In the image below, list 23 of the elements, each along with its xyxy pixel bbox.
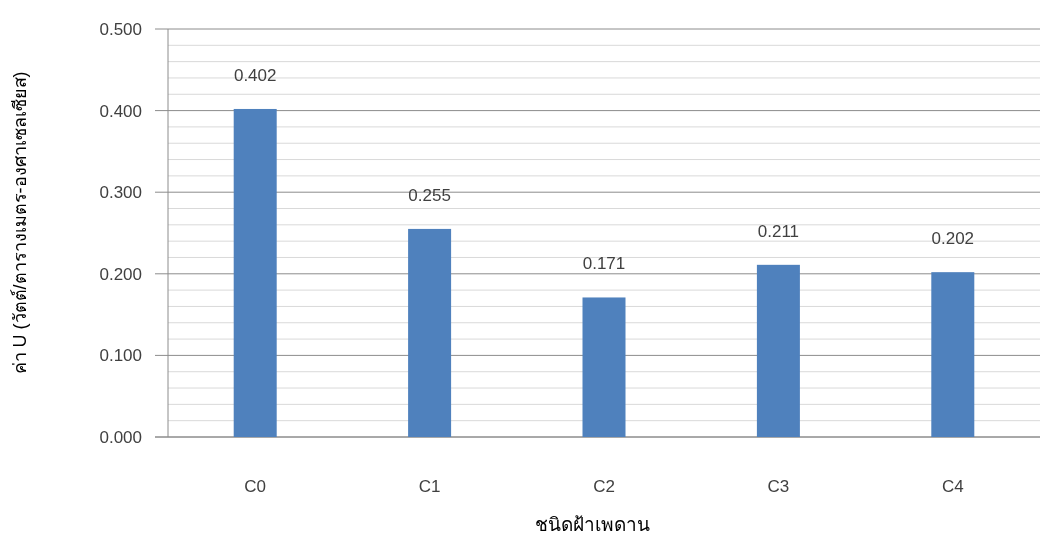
x-tick-label: C4	[941, 477, 964, 496]
bar	[233, 108, 277, 437]
y-tick-label: 0.200	[99, 264, 142, 284]
data-label: 0.211	[757, 221, 800, 241]
bar	[931, 272, 975, 437]
x-tick-label: C1	[418, 477, 441, 496]
data-label: 0.402	[233, 65, 277, 85]
data-label: 0.202	[931, 229, 975, 249]
x-tick-label: C3	[767, 477, 790, 496]
x-axis-title: ชนิดฝ้าเพดาน	[534, 514, 650, 535]
x-tick-label: C2	[593, 477, 615, 496]
y-tick-label: 0.000	[99, 427, 142, 447]
x-tick-label: C0	[244, 477, 267, 496]
y-tick-label: 0.500	[99, 19, 142, 39]
y-tick-label: 0.100	[99, 346, 142, 366]
data-label: 0.255	[408, 185, 451, 205]
y-tick-label: 0.400	[99, 101, 142, 121]
bar	[408, 228, 452, 437]
data-label: 0.171	[582, 254, 626, 274]
y-axis-title: ค่า U (วัตต์/ตารางเมตร-องศาเซลเซียส)	[10, 71, 30, 375]
y-tick-label: 0.300	[99, 183, 142, 203]
bar	[582, 297, 626, 437]
bar	[756, 264, 800, 437]
